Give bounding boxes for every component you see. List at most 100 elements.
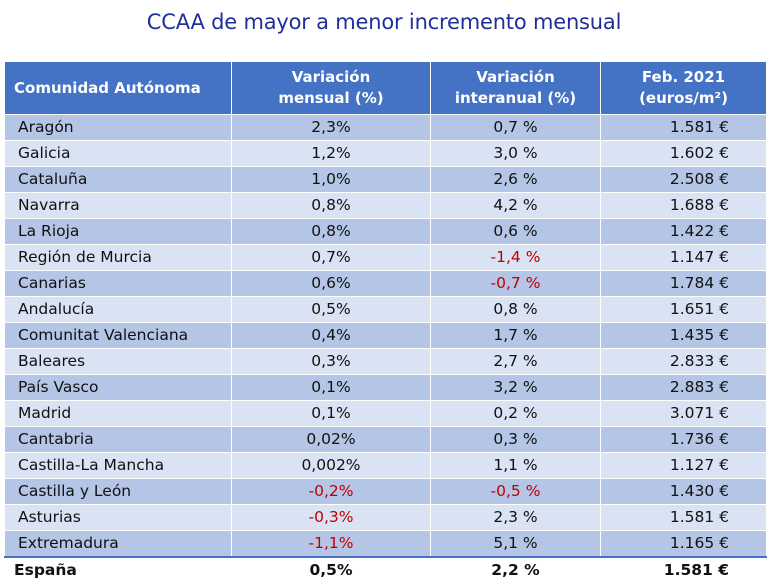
cell-monthly-variation: -1,1% <box>231 530 431 558</box>
table-row: Navarra 0,8% 4,2 % 1.688 € <box>4 192 767 219</box>
table-row: Canarias 0,6% -0,7 % 1.784 € <box>4 270 767 297</box>
total-price: 1.581 € <box>600 556 767 584</box>
cell-price: 1.165 € <box>600 530 767 558</box>
data-table: Comunidad Autónoma Variación mensual (%) … <box>4 61 767 584</box>
table-row: País Vasco 0,1% 3,2 % 2.883 € <box>4 374 767 401</box>
cell-region: Navarra <box>4 192 232 219</box>
cell-region: Cantabria <box>4 426 232 453</box>
cell-price: 1.784 € <box>600 270 767 297</box>
cell-monthly-variation: 0,002% <box>231 452 431 479</box>
table-row: Aragón 2,3% 0,7 % 1.581 € <box>4 114 767 141</box>
cell-region: Cataluña <box>4 166 232 193</box>
cell-region: Castilla y León <box>4 478 232 505</box>
cell-yearly-variation: 2,3 % <box>430 504 601 531</box>
cell-price: 3.071 € <box>600 400 767 427</box>
cell-monthly-variation: 0,5% <box>231 296 431 323</box>
cell-yearly-variation: 0,6 % <box>430 218 601 245</box>
cell-yearly-variation: 0,2 % <box>430 400 601 427</box>
cell-price: 1.651 € <box>600 296 767 323</box>
cell-price: 2.883 € <box>600 374 767 401</box>
cell-price: 2.833 € <box>600 348 767 375</box>
cell-yearly-variation: 3,0 % <box>430 140 601 167</box>
table-row: Andalucía 0,5% 0,8 % 1.651 € <box>4 296 767 323</box>
monthly-header-line1: Variación <box>291 68 371 86</box>
page-title: CCAA de mayor a menor incremento mensual <box>146 10 622 34</box>
total-row: España 0,5% 2,2 % 1.581 € <box>4 556 767 584</box>
total-yearly-variation: 2,2 % <box>430 556 601 584</box>
table-row: Región de Murcia 0,7% -1,4 % 1.147 € <box>4 244 767 271</box>
column-header-region: Comunidad Autónoma <box>4 61 232 115</box>
cell-region: La Rioja <box>4 218 232 245</box>
monthly-header-line2: mensual (%) <box>278 89 384 107</box>
cell-region: Castilla-La Mancha <box>4 452 232 479</box>
cell-region: Aragón <box>4 114 232 141</box>
cell-price: 1.581 € <box>600 504 767 531</box>
cell-price: 1.430 € <box>600 478 767 505</box>
table-row: Madrid 0,1% 0,2 % 3.071 € <box>4 400 767 427</box>
price-header-line2: (euros/m²) <box>639 89 728 107</box>
header-row: Comunidad Autónoma Variación mensual (%) … <box>4 61 767 115</box>
table-row: Extremadura -1,1% 5,1 % 1.165 € <box>4 530 767 558</box>
cell-price: 1.581 € <box>600 114 767 141</box>
cell-region: Asturias <box>4 504 232 531</box>
cell-region: Andalucía <box>4 296 232 323</box>
cell-region: País Vasco <box>4 374 232 401</box>
cell-region: Canarias <box>4 270 232 297</box>
cell-price: 1.435 € <box>600 322 767 349</box>
cell-monthly-variation: 2,3% <box>231 114 431 141</box>
cell-region: Galicia <box>4 140 232 167</box>
cell-yearly-variation: 4,2 % <box>430 192 601 219</box>
cell-monthly-variation: 0,8% <box>231 218 431 245</box>
cell-price: 1.602 € <box>600 140 767 167</box>
yearly-header-line1: Variación <box>476 68 555 86</box>
cell-monthly-variation: -0,3% <box>231 504 431 531</box>
cell-region: Madrid <box>4 400 232 427</box>
cell-monthly-variation: 0,1% <box>231 374 431 401</box>
table-row: Cataluña 1,0% 2,6 % 2.508 € <box>4 166 767 193</box>
cell-monthly-variation: -0,2% <box>231 478 431 505</box>
region-header-label: Comunidad Autónoma <box>14 78 201 97</box>
total-monthly-variation: 0,5% <box>231 556 431 584</box>
table-row: Baleares 0,3% 2,7 % 2.833 € <box>4 348 767 375</box>
table-row: Cantabria 0,02% 0,3 % 1.736 € <box>4 426 767 453</box>
cell-monthly-variation: 1,0% <box>231 166 431 193</box>
cell-price: 2.508 € <box>600 166 767 193</box>
table-row: Galicia 1,2% 3,0 % 1.602 € <box>4 140 767 167</box>
cell-price: 1.147 € <box>600 244 767 271</box>
table-row: Comunitat Valenciana 0,4% 1,7 % 1.435 € <box>4 322 767 349</box>
table-header: Comunidad Autónoma Variación mensual (%) … <box>4 61 767 115</box>
yearly-header-line2: interanual (%) <box>454 89 577 107</box>
cell-region: Extremadura <box>4 530 232 558</box>
cell-yearly-variation: 0,7 % <box>430 114 601 141</box>
cell-yearly-variation: 0,8 % <box>430 296 601 323</box>
table-row: Castilla y León -0,2% -0,5 % 1.430 € <box>4 478 767 505</box>
price-header-line1: Feb. 2021 <box>641 68 726 86</box>
cell-price: 1.688 € <box>600 192 767 219</box>
cell-yearly-variation: -0,5 % <box>430 478 601 505</box>
cell-region: Baleares <box>4 348 232 375</box>
cell-yearly-variation: 2,7 % <box>430 348 601 375</box>
column-header-yearly: Variación interanual (%) <box>430 61 601 115</box>
cell-monthly-variation: 0,3% <box>231 348 431 375</box>
column-header-price: Feb. 2021 (euros/m²) <box>600 61 767 115</box>
cell-yearly-variation: 0,3 % <box>430 426 601 453</box>
cell-monthly-variation: 0,8% <box>231 192 431 219</box>
cell-yearly-variation: 5,1 % <box>430 530 601 558</box>
cell-region: Comunitat Valenciana <box>4 322 232 349</box>
cell-monthly-variation: 0,7% <box>231 244 431 271</box>
cell-price: 1.422 € <box>600 218 767 245</box>
cell-monthly-variation: 0,1% <box>231 400 431 427</box>
cell-price: 1.736 € <box>600 426 767 453</box>
table-row: Castilla-La Mancha 0,002% 1,1 % 1.127 € <box>4 452 767 479</box>
cell-yearly-variation: 3,2 % <box>430 374 601 401</box>
cell-yearly-variation: -0,7 % <box>430 270 601 297</box>
cell-yearly-variation: 2,6 % <box>430 166 601 193</box>
cell-region: Región de Murcia <box>4 244 232 271</box>
cell-monthly-variation: 0,6% <box>231 270 431 297</box>
cell-yearly-variation: 1,1 % <box>430 452 601 479</box>
cell-yearly-variation: -1,4 % <box>430 244 601 271</box>
table-row: Asturias -0,3% 2,3 % 1.581 € <box>4 504 767 531</box>
total-region: España <box>4 556 232 584</box>
cell-monthly-variation: 0,4% <box>231 322 431 349</box>
cell-monthly-variation: 0,02% <box>231 426 431 453</box>
